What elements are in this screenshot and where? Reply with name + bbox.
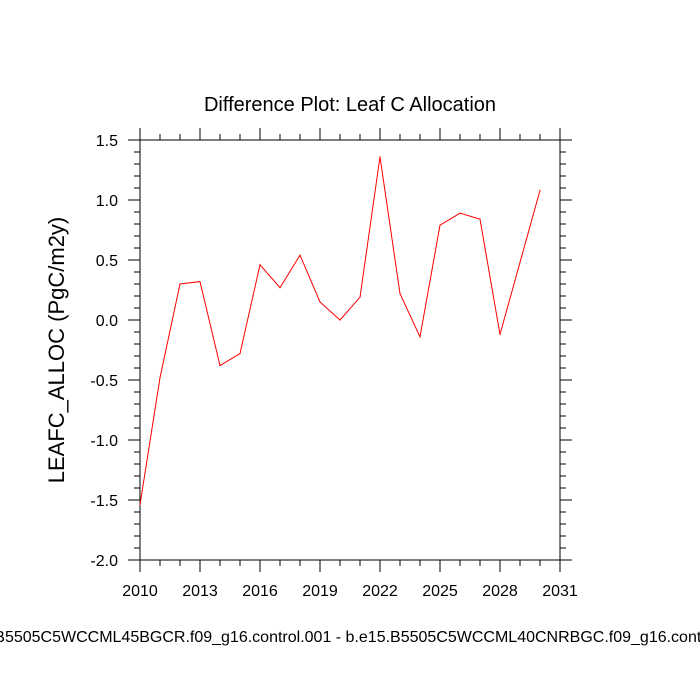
x-tick-label: 2028 [482, 583, 518, 600]
data-point [519, 261, 521, 263]
data-point [499, 333, 501, 335]
series-layer [139, 156, 541, 506]
data-point [379, 156, 381, 158]
case-comparison-caption: b.e15.B5505C5WCCML45BGCR.f09_g16.control… [0, 629, 700, 653]
y-tick-label: -2.0 [90, 553, 118, 570]
data-point [179, 283, 181, 285]
x-tick-label: 2022 [362, 583, 398, 600]
plot-frame [139, 139, 561, 561]
data-point [319, 301, 321, 303]
y-tick-label: 1.5 [96, 133, 118, 150]
y-tick-label: -1.5 [90, 493, 118, 510]
y-tick-label: 1.0 [96, 193, 118, 210]
data-point [359, 296, 361, 298]
data-point [139, 504, 141, 506]
axis-ticks [128, 128, 572, 572]
data-point [279, 287, 281, 289]
data-point [239, 353, 241, 355]
data-point [199, 281, 201, 283]
series-line [139, 156, 541, 505]
x-tick-label: 2031 [542, 583, 578, 600]
data-point [219, 365, 221, 367]
y-tick-label: -0.5 [90, 373, 118, 390]
caption-text: b.e15.B5505C5WCCML45BGCR.f09_g16.control… [0, 629, 700, 646]
data-point [159, 377, 161, 379]
data-point [259, 264, 261, 266]
chart-title: Difference Plot: Leaf C Allocation [204, 94, 496, 116]
y-tick-label: -1.0 [90, 433, 118, 450]
data-point [399, 293, 401, 295]
x-tick-label: 2010 [122, 583, 158, 600]
y-tick-label: 0.5 [96, 253, 118, 270]
x-tick-label: 2025 [422, 583, 458, 600]
data-point [299, 254, 301, 256]
data-point [339, 319, 341, 321]
x-tick-label: 2013 [182, 583, 218, 600]
axis-tick-labels: 2010 2013 2016 2019 2022 2025 2028 2031 1.5 1.0 0.… [90, 133, 577, 600]
y-tick-label: 0.0 [96, 313, 118, 330]
data-point [479, 218, 481, 220]
data-point [439, 224, 441, 226]
data-point [539, 189, 541, 191]
data-point [459, 212, 461, 214]
x-tick-label: 2019 [302, 583, 338, 600]
data-point [419, 336, 421, 338]
x-tick-label: 2016 [242, 583, 278, 600]
y-axis-label: LEAFC_ALLOC (PgC/m2y) [44, 217, 69, 484]
